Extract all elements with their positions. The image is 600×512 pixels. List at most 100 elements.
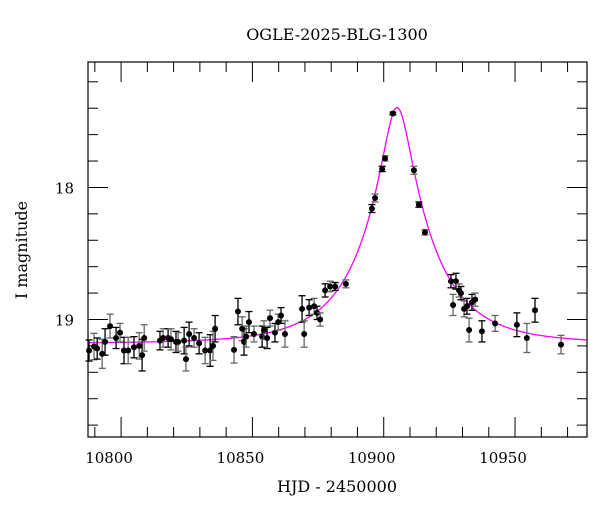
data-marker	[125, 347, 132, 354]
data-point	[271, 322, 279, 343]
data-marker	[117, 329, 124, 336]
data-marker	[317, 316, 324, 323]
y-tick-label: 19	[55, 311, 74, 329]
x-axis-label: HJD - 2450000	[277, 477, 397, 496]
data-marker	[523, 334, 530, 341]
data-point	[478, 320, 486, 343]
data-point	[447, 273, 455, 289]
data-point	[381, 155, 389, 162]
plot-frame	[87, 61, 588, 438]
data-marker	[463, 303, 470, 310]
data-marker	[301, 331, 308, 338]
data-point	[463, 297, 471, 315]
data-point	[491, 314, 499, 333]
data-point	[180, 326, 188, 355]
data-marker	[245, 319, 252, 326]
data-marker	[130, 344, 137, 351]
data-marker	[450, 301, 457, 308]
data-point	[378, 165, 386, 173]
data-point	[174, 332, 182, 352]
data-point	[101, 328, 109, 356]
data-point	[389, 110, 397, 117]
data-point	[206, 334, 214, 368]
data-marker	[299, 305, 306, 312]
y-axis-label: I magnitude	[12, 201, 31, 299]
data-point	[185, 321, 193, 347]
data-marker	[447, 278, 454, 285]
data-marker	[492, 320, 499, 327]
data-point	[471, 292, 479, 307]
data-point	[209, 330, 217, 362]
data-point	[557, 334, 565, 355]
data-point	[523, 322, 531, 354]
data-point	[234, 297, 242, 326]
data-point	[281, 320, 289, 348]
x-tick-label: 10850	[217, 449, 265, 467]
x-tick-label: 10800	[85, 449, 133, 467]
data-marker	[234, 308, 241, 315]
data-point	[201, 336, 209, 365]
data-point	[112, 326, 120, 350]
data-marker	[167, 336, 174, 343]
chart-title: OGLE-2025-BLG-1300	[246, 25, 428, 44]
data-point	[250, 325, 258, 343]
data-point	[124, 336, 132, 365]
data-marker	[212, 325, 219, 332]
data-marker	[186, 331, 193, 338]
x-tick-label: 10900	[348, 449, 396, 467]
data-point	[342, 279, 350, 289]
data-point	[410, 165, 418, 175]
data-marker	[141, 334, 148, 341]
data-point	[93, 337, 101, 360]
data-marker	[99, 350, 106, 357]
data-marker	[421, 229, 428, 236]
data-point	[449, 293, 457, 317]
data-point	[326, 280, 334, 293]
data-marker	[410, 167, 417, 174]
data-point	[130, 335, 138, 359]
data-marker	[306, 304, 313, 311]
data-marker	[113, 334, 120, 341]
data-marker	[281, 331, 288, 338]
data-marker	[275, 319, 282, 326]
data-point	[116, 322, 124, 343]
data-marker	[382, 155, 389, 162]
data-point	[260, 320, 268, 340]
data-marker	[260, 327, 267, 334]
data-marker	[120, 347, 127, 354]
data-point	[263, 326, 271, 350]
data-marker	[322, 287, 329, 294]
data-marker	[191, 334, 198, 341]
data-marker	[160, 334, 167, 341]
data-marker	[182, 356, 189, 363]
data-point	[331, 281, 339, 292]
data-marker	[267, 315, 274, 322]
data-point	[140, 324, 148, 352]
data-marker	[342, 280, 349, 287]
data-point	[106, 313, 114, 339]
data-marker	[181, 337, 188, 344]
data-marker	[478, 328, 485, 335]
data-point	[316, 312, 324, 327]
data-marker	[139, 352, 146, 359]
data-point	[167, 328, 175, 351]
data-marker	[264, 334, 271, 341]
data-point	[230, 335, 238, 364]
data-point	[368, 203, 376, 214]
data-marker	[513, 321, 520, 328]
data-marker	[415, 201, 422, 208]
data-point	[182, 346, 190, 372]
data-point	[190, 328, 198, 348]
data-marker	[271, 329, 278, 336]
data-point	[371, 193, 379, 203]
data-marker	[250, 331, 257, 338]
model-curve	[87, 106, 588, 344]
data-point	[298, 295, 306, 323]
data-point	[211, 314, 219, 343]
data-marker	[389, 110, 396, 117]
data-marker	[136, 342, 143, 349]
data-marker	[196, 340, 203, 347]
data-point	[266, 309, 274, 327]
data-point	[300, 320, 308, 348]
